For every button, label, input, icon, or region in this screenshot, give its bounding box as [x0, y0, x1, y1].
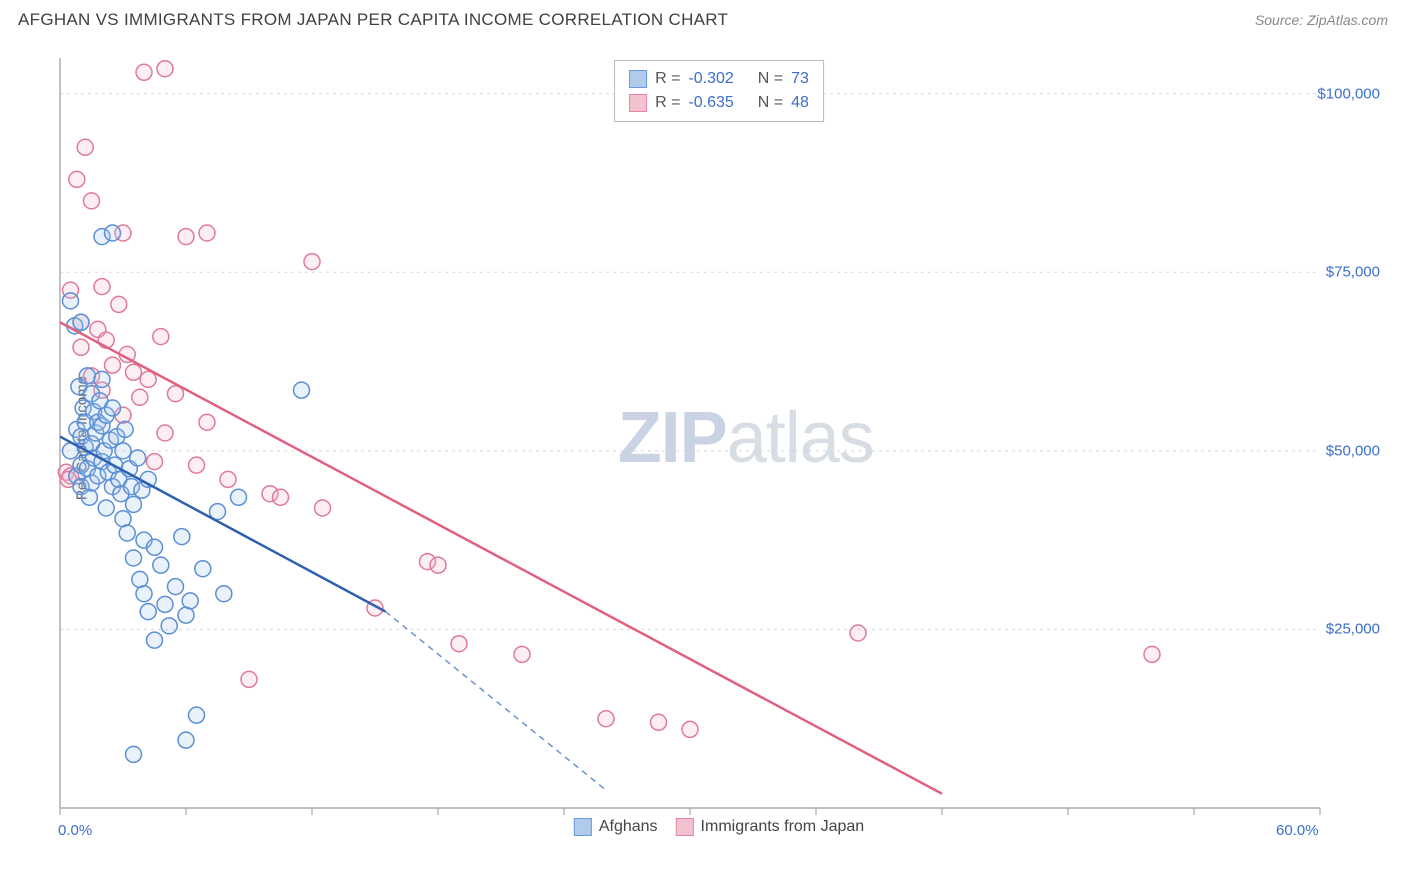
- y-tick-label: $50,000: [1326, 442, 1380, 459]
- x-tick-min: 0.0%: [58, 822, 92, 839]
- corr-n-japan: 48: [791, 91, 809, 115]
- y-tick-label: $75,000: [1326, 264, 1380, 281]
- correlation-legend: R = -0.302 N = 73 R = -0.635 N = 48: [614, 60, 824, 122]
- y-tick-label: $25,000: [1326, 621, 1380, 638]
- corr-row-japan: R = -0.635 N = 48: [629, 91, 809, 115]
- series-legend: Afghans Immigrants from Japan: [574, 818, 864, 836]
- legend-label-afghans: Afghans: [599, 818, 658, 836]
- x-tick-max: 60.0%: [1276, 822, 1319, 839]
- corr-r-afghans: -0.302: [688, 67, 733, 91]
- chart-title: AFGHAN VS IMMIGRANTS FROM JAPAN PER CAPI…: [18, 10, 728, 30]
- legend-label-japan: Immigrants from Japan: [701, 818, 865, 836]
- source-attribution: Source: ZipAtlas.com: [1255, 12, 1388, 28]
- corr-r-label-2: R =: [655, 91, 680, 115]
- swatch-japan-2: [676, 818, 694, 836]
- swatch-japan: [629, 94, 647, 112]
- corr-n-afghans: 73: [791, 67, 809, 91]
- legend-item-afghans: Afghans: [574, 818, 658, 836]
- y-tick-label: $100,000: [1317, 85, 1380, 102]
- corr-r-label: R =: [655, 67, 680, 91]
- corr-row-afghans: R = -0.302 N = 73: [629, 67, 809, 91]
- legend-item-japan: Immigrants from Japan: [676, 818, 865, 836]
- chart-container: Per Capita Income ZIPatlas R = -0.302 N …: [50, 48, 1388, 828]
- swatch-afghans: [629, 70, 647, 88]
- swatch-afghans-2: [574, 818, 592, 836]
- corr-n-label-2: N =: [758, 91, 783, 115]
- corr-r-japan: -0.635: [688, 91, 733, 115]
- scatter-plot: [50, 48, 1388, 828]
- corr-n-label: N =: [758, 67, 783, 91]
